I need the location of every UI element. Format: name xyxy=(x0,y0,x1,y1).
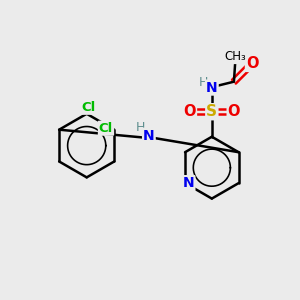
Text: H: H xyxy=(198,76,208,89)
Text: N: N xyxy=(143,129,155,142)
Text: CH₃: CH₃ xyxy=(224,50,246,63)
Text: O: O xyxy=(228,104,240,119)
Text: Cl: Cl xyxy=(81,101,95,114)
Text: S: S xyxy=(206,104,217,119)
Text: O: O xyxy=(246,56,258,71)
Text: H: H xyxy=(136,121,145,134)
Text: Cl: Cl xyxy=(99,122,113,135)
Text: N: N xyxy=(206,81,218,94)
Text: N: N xyxy=(183,176,194,190)
Text: O: O xyxy=(184,104,196,119)
